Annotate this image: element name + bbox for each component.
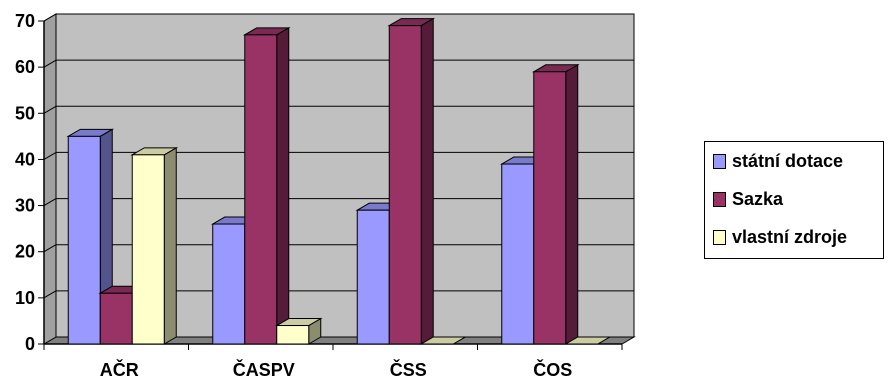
legend-swatch [713, 230, 726, 245]
bar-top [419, 336, 468, 345]
y-tick-label: 30 [15, 196, 35, 216]
gridline-side [43, 59, 57, 68]
bar [244, 34, 278, 345]
bar [131, 154, 165, 345]
y-tick-label: 0 [25, 334, 35, 354]
bar [276, 325, 310, 345]
y-tick-label: 10 [15, 288, 35, 308]
y-tick-label: 50 [15, 103, 35, 123]
x-tick-label: ČOS [533, 359, 572, 380]
y-tick-label: 40 [15, 149, 35, 169]
bar-top [563, 336, 612, 345]
bar-side [565, 63, 579, 345]
legend-label: státní dotace [732, 151, 844, 171]
gridline-side [43, 198, 57, 207]
legend-label: vlastní zdroje [732, 227, 848, 247]
legend-item: Sazka [713, 189, 783, 210]
gridline-side [43, 290, 57, 299]
bar [533, 71, 567, 345]
gridline-side [43, 105, 57, 114]
x-tick-label: AČR [100, 359, 139, 380]
legend-swatch [713, 154, 726, 169]
bar-side [420, 17, 434, 345]
y-tick-label: 20 [15, 242, 35, 262]
x-tick-label: ČSS [390, 359, 427, 380]
bar [388, 25, 422, 345]
legend-swatch [713, 192, 726, 207]
bar [356, 209, 390, 345]
bar-chart: 0 10 20 30 40 50 60 70 AČR ČASPV ČSS ČOS [15, 11, 636, 380]
bar [501, 163, 535, 345]
bar [212, 223, 246, 345]
bar [99, 292, 133, 345]
y-tick-label: 60 [15, 57, 35, 77]
gridline-side [43, 151, 57, 160]
gridline-side [43, 244, 57, 253]
bar-side [163, 146, 177, 345]
y-tick-label: 70 [15, 11, 35, 31]
bar [67, 135, 101, 345]
gridline-side [43, 13, 57, 22]
x-tick-label: ČASPV [233, 359, 295, 380]
bar-side [276, 26, 290, 345]
legend-item: vlastní zdroje [713, 227, 847, 248]
legend-item: státní dotace [713, 151, 843, 172]
legend: státní dotace Sazka vlastní zdroje [704, 141, 884, 259]
legend-label: Sazka [732, 189, 784, 209]
